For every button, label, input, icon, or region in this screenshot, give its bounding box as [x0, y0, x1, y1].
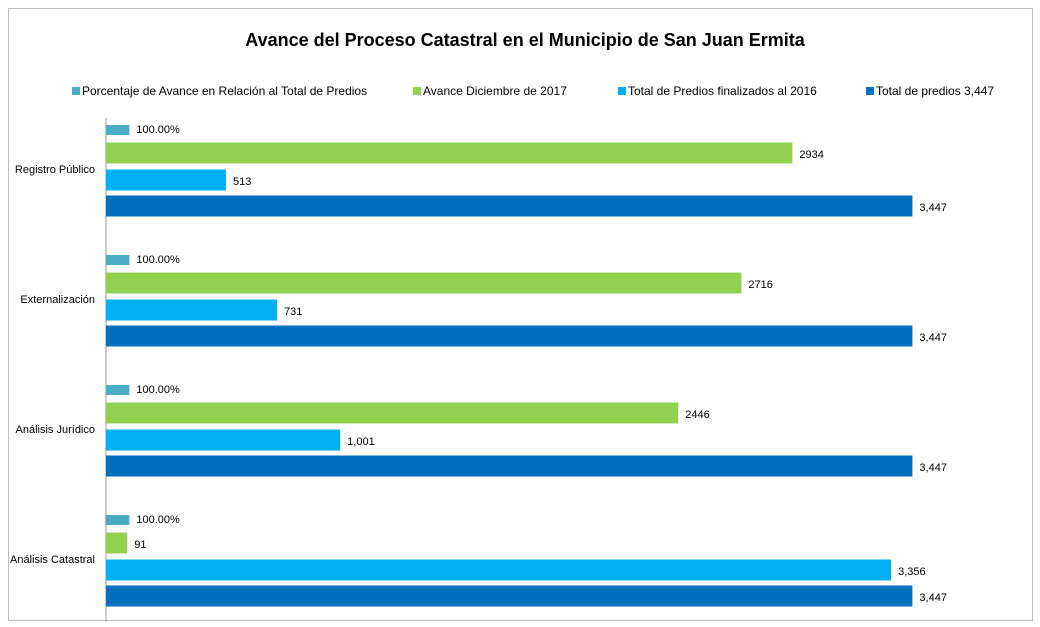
- bar: [106, 429, 341, 451]
- legend-swatch: [618, 87, 626, 95]
- data-label: 100.00%: [136, 254, 180, 266]
- data-label: 731: [284, 306, 302, 318]
- data-label: 2446: [685, 409, 709, 421]
- data-label: 3,447: [919, 462, 947, 474]
- y-tick-label: Análisis Catastral: [10, 554, 95, 566]
- data-label: 2934: [799, 149, 823, 161]
- legend-swatch: [72, 87, 80, 95]
- bar: [106, 272, 742, 294]
- legend-label: Total de Predios finalizados al 2016: [628, 84, 817, 98]
- bar: [106, 585, 913, 607]
- bar: [106, 195, 913, 217]
- bar: [106, 125, 130, 135]
- data-label: 100.00%: [136, 514, 180, 526]
- data-label: 1,001: [347, 436, 375, 448]
- bar: [106, 255, 130, 265]
- data-label: 513: [233, 176, 251, 188]
- bar: [106, 385, 130, 395]
- y-tick-label: Registro Público: [15, 164, 95, 176]
- data-label: 2716: [748, 279, 772, 291]
- data-label: 3,447: [919, 202, 947, 214]
- y-tick-label: Análisis Jurídico: [16, 424, 95, 436]
- bar: [106, 142, 793, 164]
- data-label: 3,447: [919, 592, 947, 604]
- data-label: 100.00%: [136, 124, 180, 136]
- y-tick-label: Externalización: [20, 294, 95, 306]
- legend-swatch: [413, 87, 421, 95]
- legend-label: Porcentaje de Avance en Relación al Tota…: [82, 84, 367, 98]
- legend-label: Total de predios 3,447: [876, 84, 994, 98]
- data-label: 3,356: [898, 566, 926, 578]
- chart-title: Avance del Proceso Catastral en el Munic…: [245, 30, 806, 50]
- legend-label: Avance Diciembre de 2017: [423, 84, 567, 98]
- legend-swatch: [866, 87, 874, 95]
- bar: [106, 169, 227, 191]
- bar: [106, 325, 913, 347]
- bar: [106, 299, 278, 321]
- data-label: 100.00%: [136, 384, 180, 396]
- bar: [106, 402, 679, 424]
- data-label: 3,447: [919, 332, 947, 344]
- bar: [106, 515, 130, 525]
- bar: [106, 559, 892, 581]
- bar: [106, 455, 913, 477]
- data-label: 91: [134, 539, 146, 551]
- bar: [106, 532, 128, 554]
